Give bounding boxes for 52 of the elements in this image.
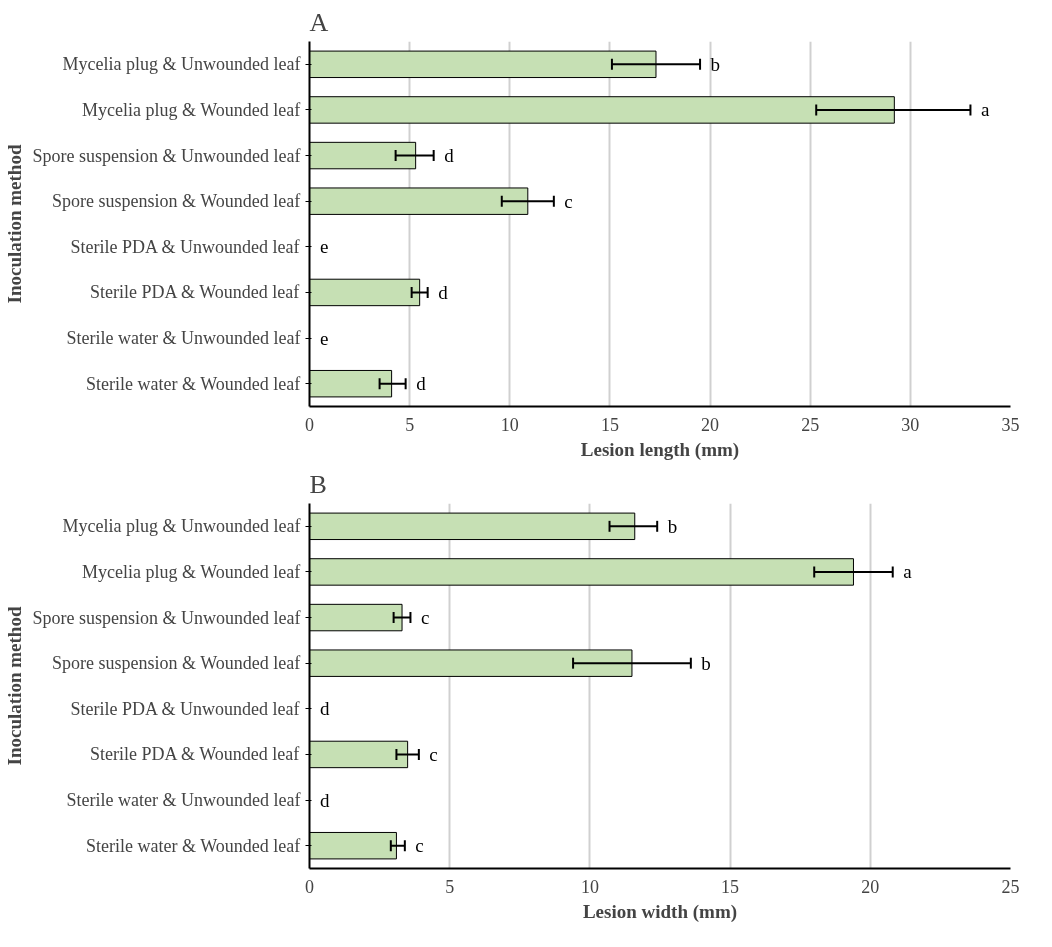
x-tick-label: 25: [801, 414, 820, 435]
x-tick-label: 15: [721, 876, 740, 897]
annotation: c: [415, 835, 424, 857]
x-tick-label: 20: [701, 414, 720, 435]
annotation: a: [980, 99, 990, 121]
y-axis-title: Inoculation method: [3, 144, 25, 304]
annotation: a: [903, 561, 913, 583]
annotation: d: [438, 281, 449, 303]
y-tick-label: Sterile water & Unwounded leaf: [66, 790, 301, 811]
annotation: c: [564, 190, 573, 212]
x-tick-label: 25: [1001, 876, 1020, 897]
y-tick-label: Sterile water & Wounded leaf: [86, 373, 301, 394]
y-tick-label: Sterile water & Wounded leaf: [86, 835, 301, 856]
annotation: d: [320, 789, 331, 811]
y-tick-label: Sterile water & Unwounded leaf: [66, 328, 301, 349]
x-tick-label: 35: [1001, 414, 1020, 435]
x-axis-title: Lesion length (mm): [580, 438, 740, 461]
y-tick-label: Mycelia plug & Wounded leaf: [82, 561, 301, 582]
x-tick-label: 10: [580, 876, 599, 897]
chart-title: A: [309, 7, 329, 37]
x-tick-label: 5: [445, 876, 455, 897]
y-axis-title: Inoculation method: [3, 606, 25, 766]
y-tick-label: Mycelia plug & Unwounded leaf: [62, 54, 301, 75]
x-tick-label: 15: [600, 414, 619, 435]
x-tick-label: 30: [901, 414, 920, 435]
chart-title: B: [309, 469, 327, 499]
annotation: d: [444, 145, 455, 167]
y-tick-label: Spore suspension & Unwounded leaf: [32, 145, 301, 166]
y-tick-label: Sterile PDA & Unwounded leaf: [70, 236, 300, 257]
x-tick-label: 10: [500, 414, 519, 435]
x-tick-label: 5: [405, 414, 415, 435]
annotation: d: [416, 373, 427, 395]
annotation: b: [710, 53, 721, 75]
y-tick-label: Mycelia plug & Unwounded leaf: [62, 516, 301, 537]
annotation: e: [320, 236, 329, 258]
y-tick-label: Sterile PDA & Unwounded leaf: [70, 698, 300, 719]
annotation: b: [667, 515, 678, 537]
annotation: c: [420, 607, 430, 629]
annotation: d: [320, 698, 331, 720]
x-tick-label: 20: [861, 876, 880, 897]
y-tick-label: Sterile PDA & Wounded leaf: [89, 282, 300, 303]
x-tick-label: 0: [305, 414, 314, 435]
x-tick-label: 0: [305, 876, 314, 897]
x-axis-title: Lesion width (mm): [582, 900, 738, 923]
y-tick-label: Spore suspension & Unwounded leaf: [32, 607, 301, 628]
annotation: c: [429, 743, 438, 765]
y-tick-label: Sterile PDA & Wounded leaf: [89, 744, 300, 765]
y-tick-label: Mycelia plug & Wounded leaf: [82, 99, 301, 120]
y-tick-label: Spore suspension & Wounded leaf: [51, 653, 301, 674]
annotation: e: [320, 327, 329, 349]
y-tick-label: Spore suspension & Wounded leaf: [51, 191, 301, 212]
annotation: b: [701, 652, 711, 674]
